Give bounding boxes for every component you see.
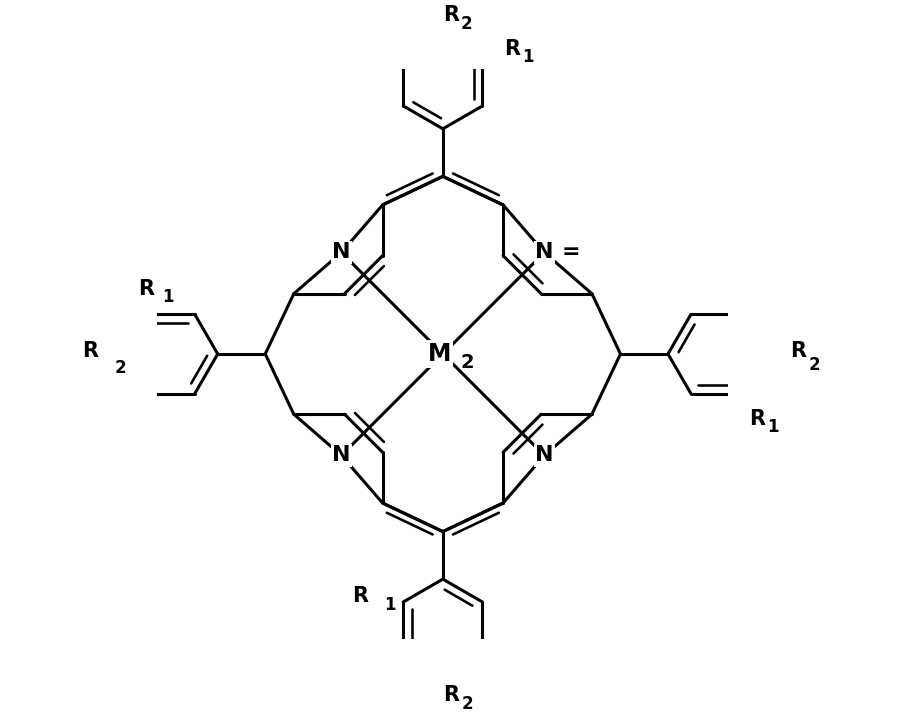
- Text: =: =: [561, 243, 580, 263]
- Text: R: R: [352, 586, 369, 605]
- Text: 2: 2: [114, 359, 126, 377]
- Text: R: R: [505, 39, 521, 59]
- Text: 1: 1: [384, 595, 396, 613]
- Text: R: R: [750, 409, 765, 429]
- Text: 2: 2: [808, 356, 820, 374]
- Text: 2: 2: [460, 14, 472, 32]
- Text: 1: 1: [768, 418, 779, 436]
- Text: 1: 1: [523, 48, 534, 66]
- Text: N: N: [535, 445, 553, 465]
- Text: 2: 2: [461, 695, 473, 713]
- Text: R: R: [443, 5, 459, 25]
- Text: N: N: [332, 243, 350, 263]
- Text: R: R: [82, 341, 98, 361]
- Text: R: R: [138, 279, 154, 299]
- Text: N: N: [332, 445, 350, 465]
- Text: N: N: [535, 243, 553, 263]
- Text: R: R: [443, 684, 459, 704]
- Text: 2: 2: [460, 353, 474, 372]
- Text: R: R: [790, 341, 805, 361]
- Text: M: M: [428, 342, 451, 366]
- Text: 1: 1: [162, 288, 174, 306]
